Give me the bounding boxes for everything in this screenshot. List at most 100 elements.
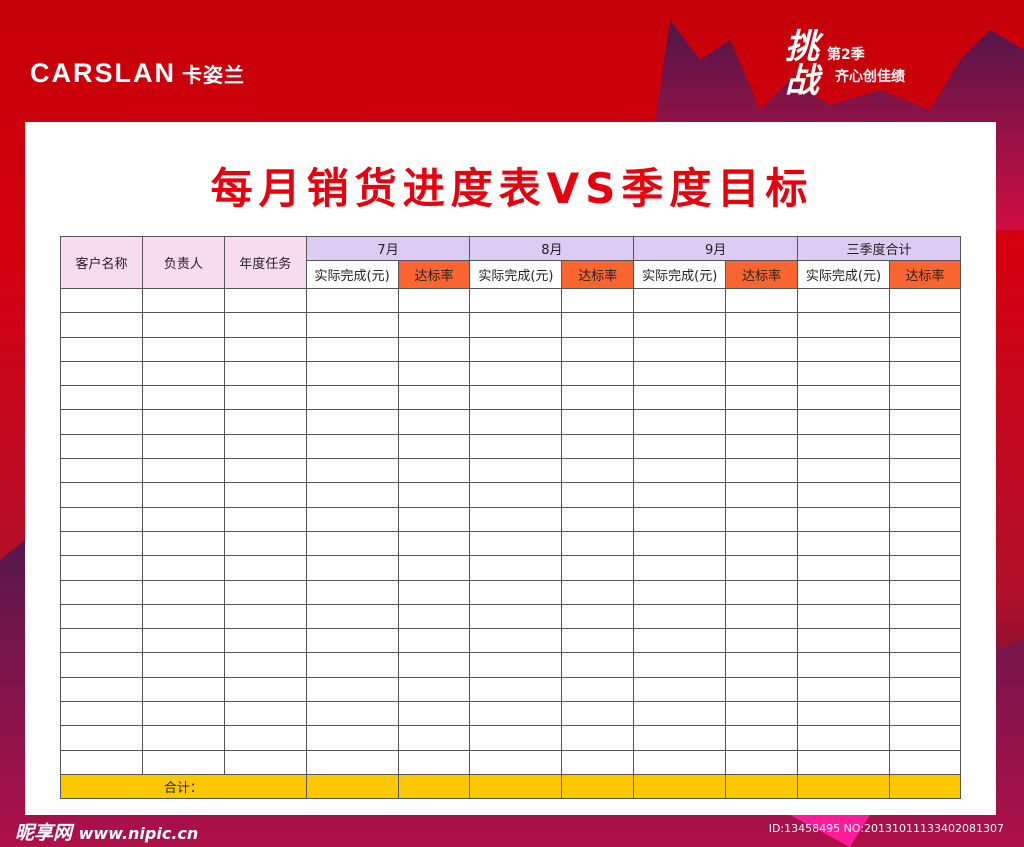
table-cell[interactable] xyxy=(60,579,143,605)
total-cell[interactable] xyxy=(305,773,399,799)
table-cell[interactable] xyxy=(469,336,563,362)
table-cell[interactable] xyxy=(60,433,143,460)
table-cell[interactable] xyxy=(223,652,307,678)
table-cell[interactable] xyxy=(469,652,563,678)
table-cell[interactable] xyxy=(797,506,890,532)
table-cell[interactable] xyxy=(141,385,225,411)
table-cell[interactable] xyxy=(725,409,799,435)
table-cell[interactable] xyxy=(797,579,890,605)
table-cell[interactable] xyxy=(223,482,307,508)
table-cell[interactable] xyxy=(305,458,399,484)
table-cell[interactable] xyxy=(305,482,399,508)
table-cell[interactable] xyxy=(141,701,225,727)
table-cell[interactable] xyxy=(60,287,143,314)
table-cell[interactable] xyxy=(633,555,727,581)
table-cell[interactable] xyxy=(469,287,563,314)
table-cell[interactable] xyxy=(888,676,962,703)
table-cell[interactable] xyxy=(561,603,635,630)
table-cell[interactable] xyxy=(397,579,471,605)
table-cell[interactable] xyxy=(633,287,727,314)
table-cell[interactable] xyxy=(223,458,307,484)
total-cell[interactable] xyxy=(633,773,727,799)
table-cell[interactable] xyxy=(561,409,635,435)
table-cell[interactable] xyxy=(469,433,563,460)
table-cell[interactable] xyxy=(561,676,635,703)
table-cell[interactable] xyxy=(561,701,635,727)
table-cell[interactable] xyxy=(561,506,635,532)
table-cell[interactable] xyxy=(223,725,307,751)
table-cell[interactable] xyxy=(60,628,143,654)
table-cell[interactable] xyxy=(469,579,563,605)
table-cell[interactable] xyxy=(561,555,635,581)
table-cell[interactable] xyxy=(223,579,307,605)
table-cell[interactable] xyxy=(633,360,727,387)
table-cell[interactable] xyxy=(60,409,143,435)
table-cell[interactable] xyxy=(223,628,307,654)
table-cell[interactable] xyxy=(469,385,563,411)
table-cell[interactable] xyxy=(141,628,225,654)
table-cell[interactable] xyxy=(223,312,307,338)
table-cell[interactable] xyxy=(725,433,799,460)
table-cell[interactable] xyxy=(561,749,635,775)
table-cell[interactable] xyxy=(633,433,727,460)
table-cell[interactable] xyxy=(305,287,399,314)
table-cell[interactable] xyxy=(797,555,890,581)
table-cell[interactable] xyxy=(797,360,890,387)
table-cell[interactable] xyxy=(888,482,962,508)
table-cell[interactable] xyxy=(725,676,799,703)
table-cell[interactable] xyxy=(888,530,962,557)
table-cell[interactable] xyxy=(141,506,225,532)
table-cell[interactable] xyxy=(561,360,635,387)
table-cell[interactable] xyxy=(797,409,890,435)
table-cell[interactable] xyxy=(397,506,471,532)
table-cell[interactable] xyxy=(725,603,799,630)
table-cell[interactable] xyxy=(561,312,635,338)
table-cell[interactable] xyxy=(397,287,471,314)
table-cell[interactable] xyxy=(397,749,471,775)
table-cell[interactable] xyxy=(469,701,563,727)
table-cell[interactable] xyxy=(633,652,727,678)
table-cell[interactable] xyxy=(223,603,307,630)
table-cell[interactable] xyxy=(888,628,962,654)
table-cell[interactable] xyxy=(141,652,225,678)
table-cell[interactable] xyxy=(888,360,962,387)
table-cell[interactable] xyxy=(725,336,799,362)
table-cell[interactable] xyxy=(223,360,307,387)
table-cell[interactable] xyxy=(397,603,471,630)
table-cell[interactable] xyxy=(797,482,890,508)
table-cell[interactable] xyxy=(725,628,799,654)
table-cell[interactable] xyxy=(888,336,962,362)
table-cell[interactable] xyxy=(797,458,890,484)
table-cell[interactable] xyxy=(141,555,225,581)
total-cell[interactable] xyxy=(797,773,890,799)
table-cell[interactable] xyxy=(60,701,143,727)
table-cell[interactable] xyxy=(469,555,563,581)
table-cell[interactable] xyxy=(888,409,962,435)
table-cell[interactable] xyxy=(725,506,799,532)
table-cell[interactable] xyxy=(223,749,307,775)
table-cell[interactable] xyxy=(305,433,399,460)
table-cell[interactable] xyxy=(60,725,143,751)
table-cell[interactable] xyxy=(561,336,635,362)
total-cell[interactable] xyxy=(561,773,635,799)
table-cell[interactable] xyxy=(397,725,471,751)
table-cell[interactable] xyxy=(888,555,962,581)
table-cell[interactable] xyxy=(888,725,962,751)
table-cell[interactable] xyxy=(397,482,471,508)
table-cell[interactable] xyxy=(797,652,890,678)
table-cell[interactable] xyxy=(633,530,727,557)
table-cell[interactable] xyxy=(633,725,727,751)
table-cell[interactable] xyxy=(60,458,143,484)
table-cell[interactable] xyxy=(305,312,399,338)
table-cell[interactable] xyxy=(223,385,307,411)
table-cell[interactable] xyxy=(223,530,307,557)
table-cell[interactable] xyxy=(561,385,635,411)
table-cell[interactable] xyxy=(633,312,727,338)
table-cell[interactable] xyxy=(633,628,727,654)
table-cell[interactable] xyxy=(397,652,471,678)
table-cell[interactable] xyxy=(223,506,307,532)
table-cell[interactable] xyxy=(397,409,471,435)
table-cell[interactable] xyxy=(725,458,799,484)
table-cell[interactable] xyxy=(397,676,471,703)
table-cell[interactable] xyxy=(469,458,563,484)
